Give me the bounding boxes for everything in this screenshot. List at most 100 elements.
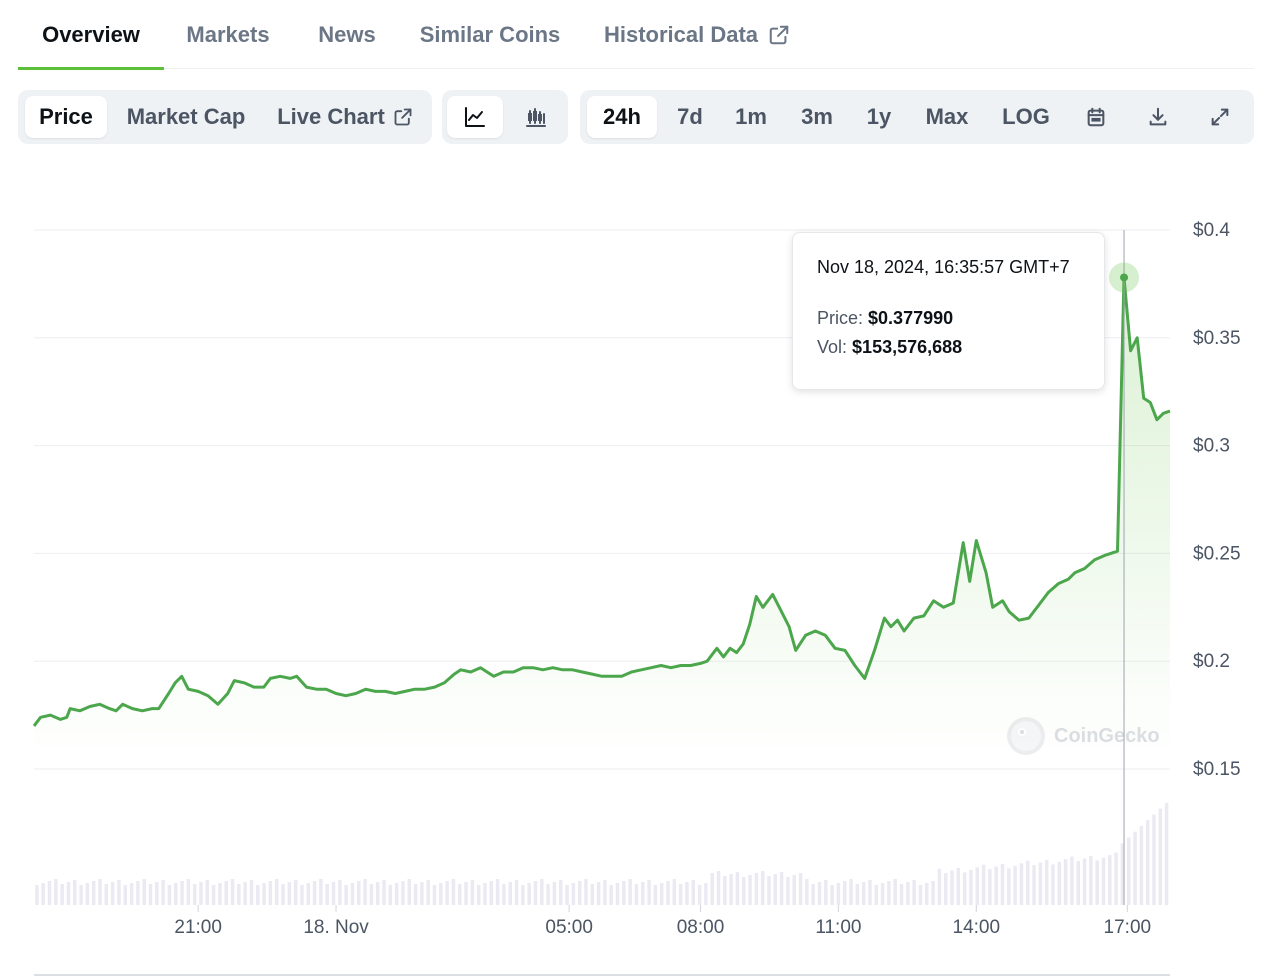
tab-markets[interactable]: Markets (172, 0, 284, 69)
volume-bar (1120, 843, 1125, 905)
volume-bar (54, 879, 58, 905)
market-cap-button[interactable]: Market Cap (118, 96, 254, 138)
volume-bar (710, 873, 714, 905)
live-chart-button[interactable]: Live Chart (270, 96, 420, 138)
volume-bar (760, 871, 765, 905)
external-link-icon (769, 25, 789, 44)
volume-bar (893, 879, 897, 905)
line-chart-button[interactable] (447, 96, 503, 138)
volume-bar (502, 884, 506, 905)
range-1y-button[interactable]: 1y (856, 96, 902, 138)
volume-bar (1044, 859, 1049, 905)
volume-bar (394, 883, 399, 905)
volume-bar (243, 882, 247, 905)
coingecko-logo-icon (1007, 717, 1045, 755)
volume-bar (571, 883, 576, 905)
volume-bar (786, 877, 790, 905)
volume-bar (489, 881, 494, 905)
candlestick-chart-button[interactable] (508, 96, 564, 138)
volume-bar (230, 879, 235, 905)
volume-bar (527, 883, 531, 905)
volume-bar (186, 879, 191, 905)
y-axis-ticks: $0.4 $0.35 $0.3 $0.25 $0.2 $0.15 (1193, 220, 1241, 780)
x-tick-label: 21:00 (174, 917, 222, 938)
range-label: 1m (735, 104, 767, 129)
volume-bar (716, 871, 721, 905)
volume-bar (653, 885, 658, 905)
volume-bar (533, 881, 538, 905)
volume-bar (274, 879, 279, 905)
expand-button[interactable] (1198, 96, 1242, 138)
volume-bar (199, 882, 203, 905)
volume-bar (508, 882, 512, 905)
volume-bar (338, 880, 342, 905)
volume-bar (458, 884, 462, 905)
log-scale-button[interactable]: LOG (992, 96, 1060, 138)
calendar-button[interactable] (1074, 96, 1118, 138)
range-7d-button[interactable]: 7d (664, 96, 716, 138)
volume-bar (918, 885, 923, 905)
range-3m-button[interactable]: 3m (788, 96, 846, 138)
tooltip-volume: Vol: $153,576,688 (817, 337, 1080, 358)
volume-bar (420, 882, 424, 905)
volume-bar (470, 880, 475, 905)
volume-bar (792, 875, 796, 905)
tab-overview[interactable]: Overview (18, 0, 164, 70)
x-axis-ticks: 21:00 18. Nov 05:00 08:00 11:00 14:00 17:00 (174, 905, 1151, 938)
range-max-button[interactable]: Max (914, 96, 980, 138)
volume-bar (552, 882, 557, 905)
coingecko-watermark: CoinGecko (1006, 716, 1160, 756)
range-label: 3m (801, 104, 833, 129)
volume-bar (912, 880, 916, 905)
watermark-text: CoinGecko (1054, 724, 1160, 747)
market-cap-label: Market Cap (126, 104, 246, 129)
y-tick-label: $0.3 (1193, 436, 1230, 457)
tab-historical-data[interactable]: Historical Data (602, 0, 792, 69)
x-tick-label: 17:00 (1104, 917, 1152, 938)
volume-bar (729, 874, 733, 905)
range-label: Max (925, 104, 969, 129)
volume-bar (899, 884, 904, 905)
volume-bar (382, 880, 386, 905)
x-tick-label: 08:00 (677, 917, 725, 938)
tab-news[interactable]: News (302, 0, 392, 69)
volume-bar (1095, 860, 1099, 905)
tab-label: Markets (186, 21, 270, 47)
download-icon (1149, 107, 1167, 126)
volume-bar (906, 882, 910, 905)
volume-bar (110, 882, 115, 905)
volume-bar (659, 883, 664, 905)
volume-bar (363, 879, 367, 905)
volume-bar (1152, 814, 1156, 905)
volume-bar (180, 881, 184, 905)
range-24h-button[interactable]: 24h (587, 96, 657, 138)
volume-bar (495, 879, 500, 905)
volume-bar (603, 880, 607, 905)
volume-bar (817, 882, 822, 905)
tab-similar-coins[interactable]: Similar Coins (416, 0, 564, 69)
volume-bar (464, 882, 468, 905)
volume-bar (237, 884, 241, 905)
volume-bar (161, 880, 165, 905)
volume-bar (956, 868, 961, 905)
price-chart[interactable]: $0.4 $0.35 $0.3 $0.25 $0.2 $0.15 21:00 18. Nov… (0, 150, 1280, 978)
volume-bar (773, 874, 778, 905)
volume-bar (805, 879, 809, 905)
volume-bar (811, 884, 815, 905)
volume-bar (293, 880, 298, 905)
range-1m-button[interactable]: 1m (724, 96, 778, 138)
download-button[interactable] (1136, 96, 1180, 138)
metric-toggle-group: Price Market Cap Live Chart (18, 90, 432, 144)
volume-bar (874, 885, 879, 905)
range-label: 7d (677, 104, 703, 129)
volume-bar (1114, 852, 1118, 905)
price-button[interactable]: Price (25, 96, 107, 138)
volume-bar (369, 884, 374, 905)
volume-bar (1000, 863, 1005, 905)
volume-bar (988, 869, 992, 905)
volume-bar (85, 883, 90, 905)
volume-bar (1158, 808, 1163, 905)
y-tick-label: $0.2 (1193, 651, 1230, 672)
volume-bar (331, 882, 336, 905)
volume-bar (357, 881, 361, 905)
